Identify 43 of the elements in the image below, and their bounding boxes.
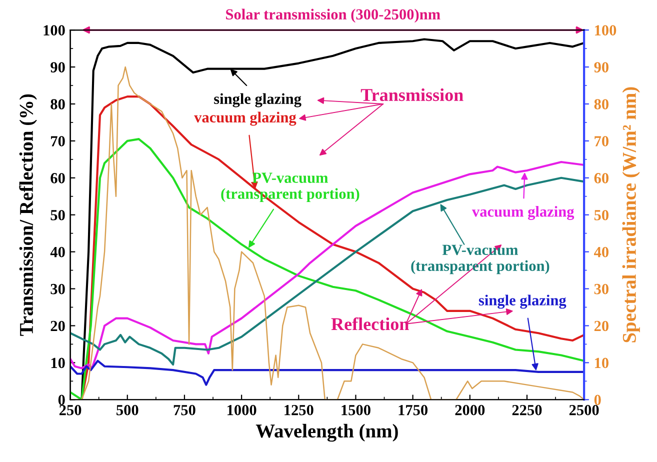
y-tick-label: 100 [44,25,65,36]
x-tick-label: 2250 [512,404,542,416]
y-tick-label: 30 [50,284,65,294]
x-tick-label: 2500 [569,404,599,416]
y-tick-label: 0 [58,394,65,406]
x-tick-label: 1750 [398,404,428,416]
y-tick-label: 50 [50,210,65,220]
y-tick-label: 80 [50,99,65,110]
x-axis-title: Wavelength (nm) [256,424,398,442]
x-tick-label: 750 [174,404,196,416]
x-tick-label: 500 [116,404,138,416]
y2-tick-label: 20 [594,320,608,332]
y-tick-label: 20 [50,320,65,332]
y2-tick-label: 90 [594,62,608,72]
y2-axis-title: Spectral irradiance (W/m² nm) [622,87,640,342]
y-tick-label: 60 [50,173,65,184]
annotation: Transmission [360,88,464,102]
y2-tick-label: 70 [594,136,608,146]
x-tick-label: 2000 [455,404,485,416]
y2-tick-label: 10 [595,358,608,368]
annotation: Reflection [331,317,409,330]
x-tick-label: 1000 [228,404,256,416]
y-tick-label: 70 [51,136,65,146]
legend-label: single glazing [214,93,302,108]
y2-tick-label: 40 [594,246,608,258]
y2-tick-label: 60 [594,173,608,184]
y2-tick-label: 0 [594,394,601,406]
y2-tick-label: 100 [595,25,616,36]
y-tick-label: 10 [51,358,65,368]
legend-label: vacuum glazing [472,206,574,220]
line-series [70,360,584,386]
series-label: vacuum glazing [194,112,296,126]
y2-tick-label: 50 [594,210,608,220]
x-tick-label: 1250 [284,404,314,416]
y-axis-title: Transmission/ Reflection (%) [19,94,37,336]
text: Solar transmission (300-2500)nm [226,8,440,23]
x-tick-label: 250 [59,404,82,416]
x-tick-label: 1500 [342,404,370,416]
text: single glazing [478,294,566,309]
y-tick-label: 90 [50,62,65,72]
y-tick-label: 40 [50,246,65,258]
y2-tick-label: 80 [594,99,608,110]
y2-tick-label: 30 [594,284,608,294]
